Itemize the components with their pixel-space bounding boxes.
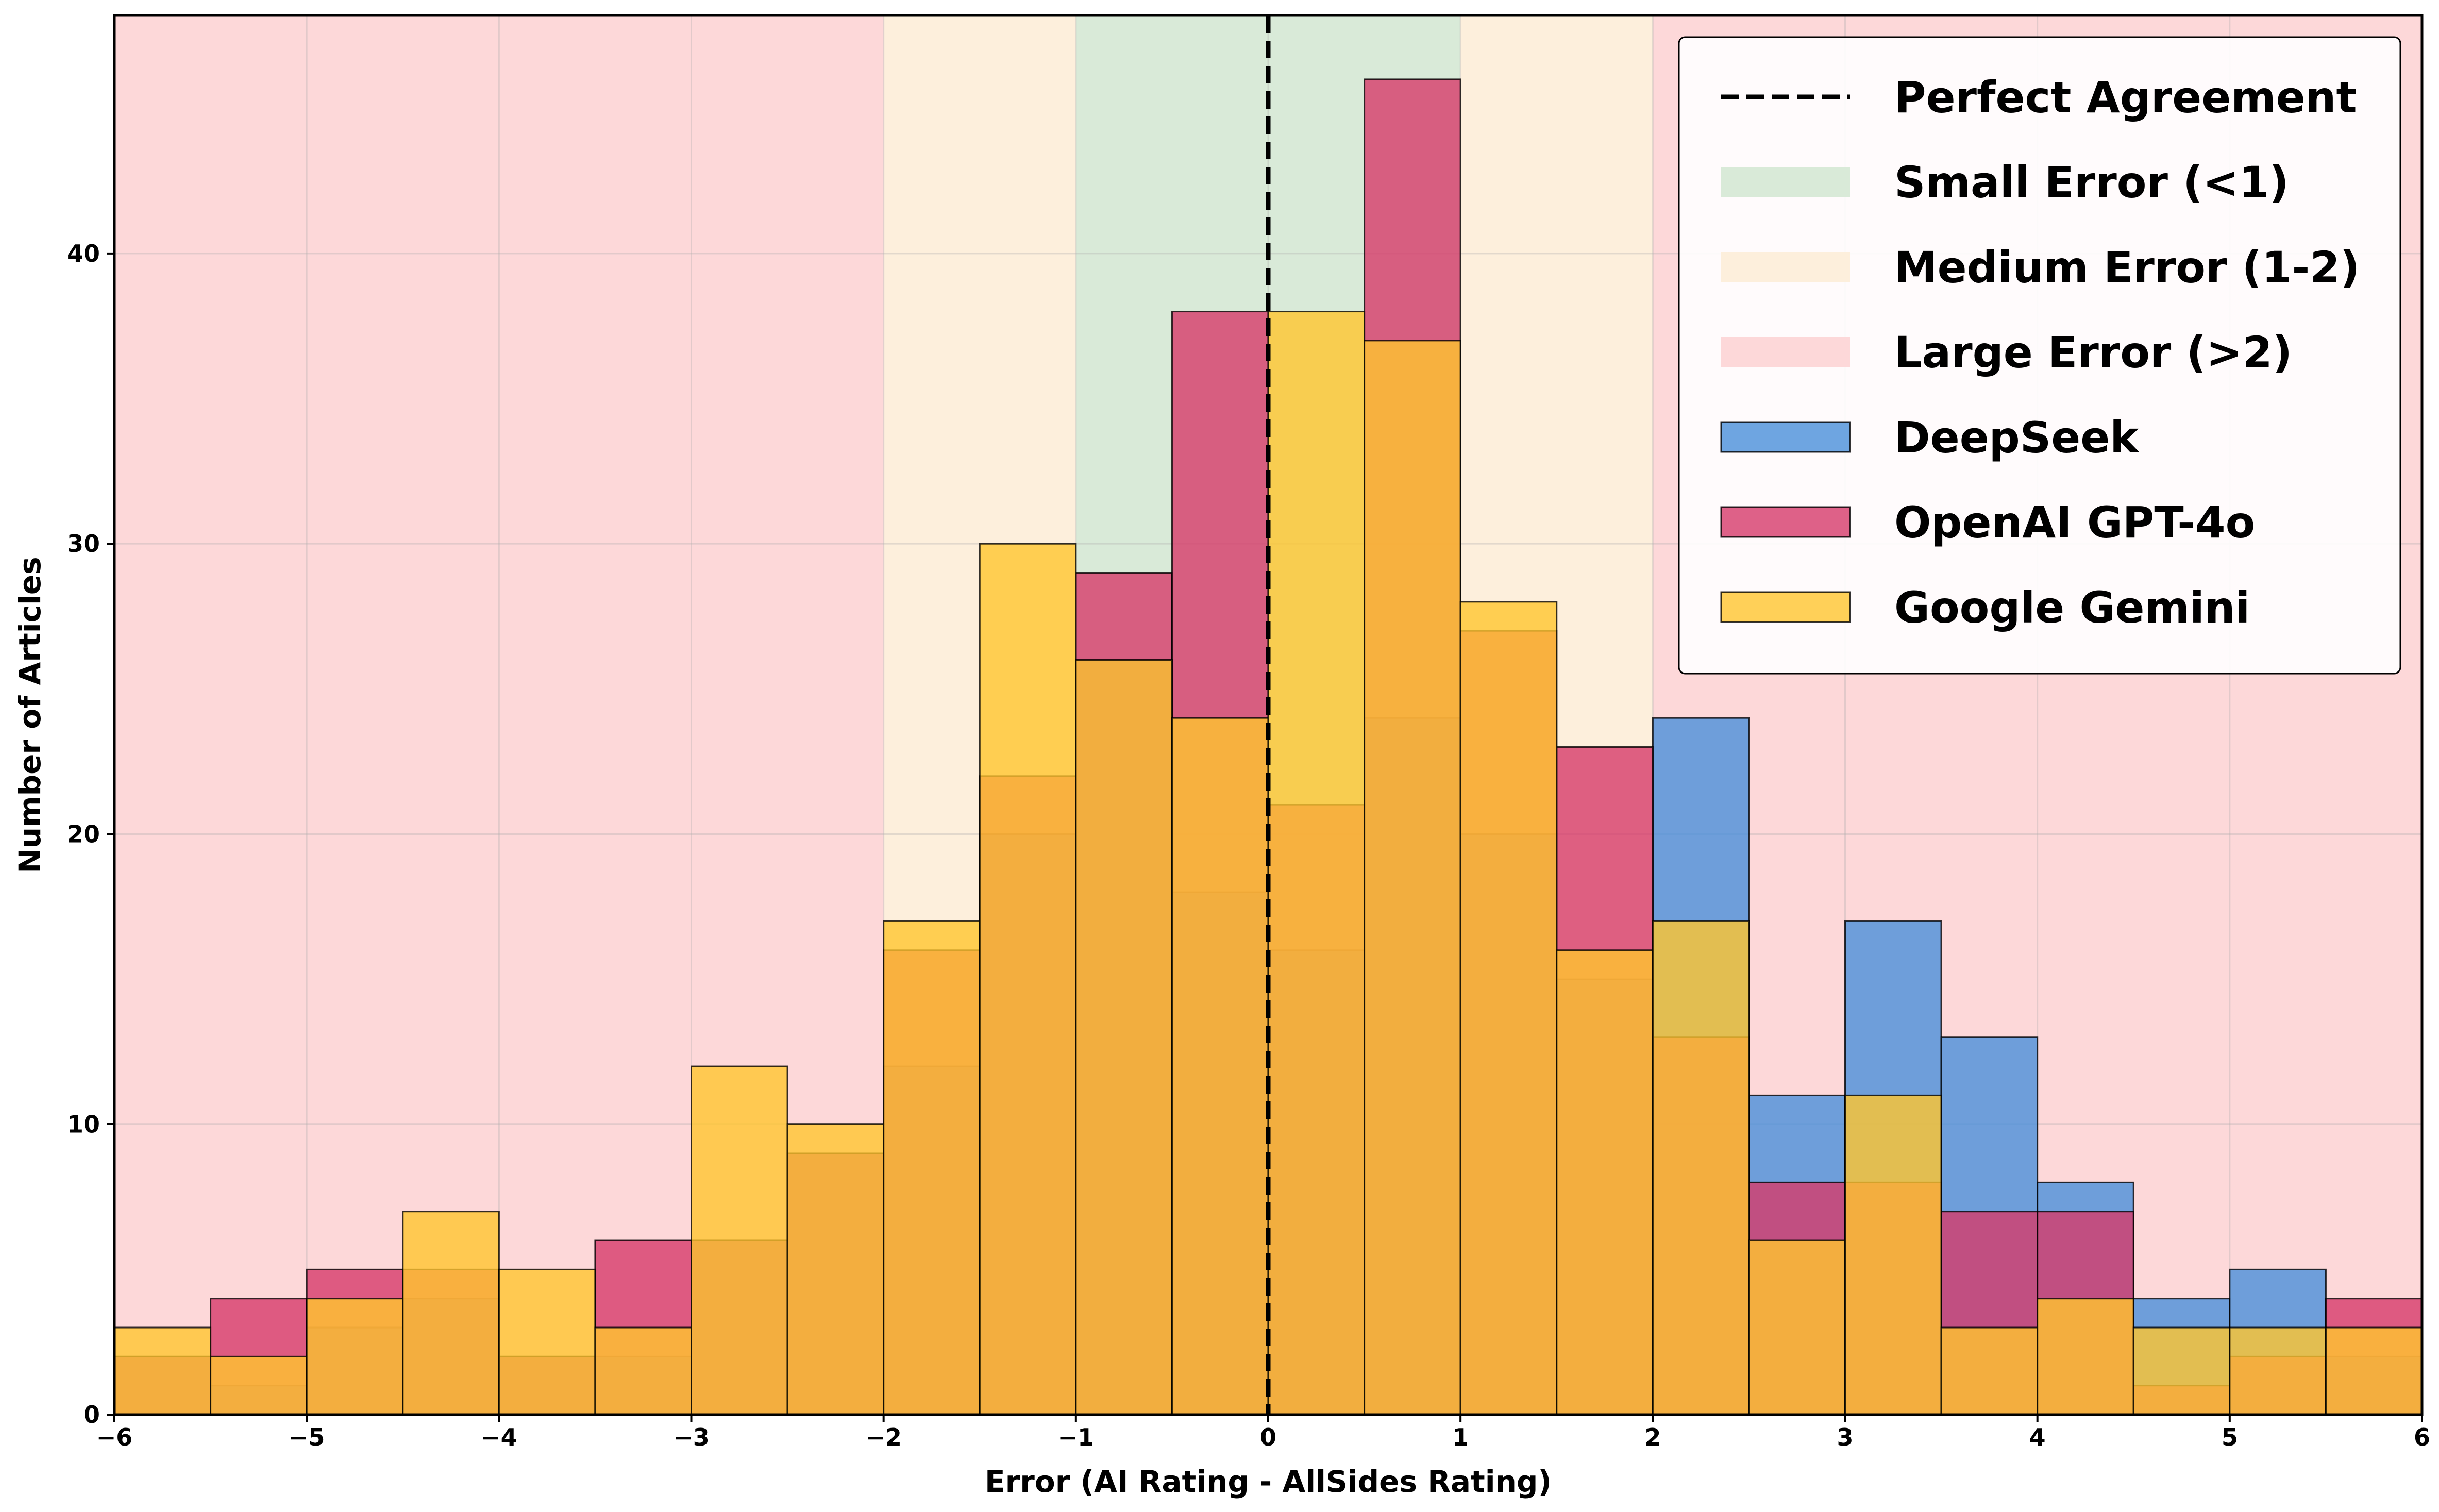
bar-2-4 xyxy=(498,1268,596,1416)
legend-handle-region-0 xyxy=(1721,167,1850,197)
legend-handle-region-1 xyxy=(1721,252,1850,282)
legend-label-series-0: DeepSeek xyxy=(1894,412,2140,463)
bar-2-3 xyxy=(402,1211,500,1416)
x-tick-label-3: −3 xyxy=(673,1423,710,1451)
bar-2-0 xyxy=(113,1326,212,1416)
x-tick-label-0: −6 xyxy=(96,1423,133,1451)
bar-2-8 xyxy=(883,920,981,1416)
x-tick-label-7: 1 xyxy=(1452,1423,1469,1451)
legend-box xyxy=(1678,36,2401,675)
bar-2-17 xyxy=(1748,1239,1846,1416)
bar-2-9 xyxy=(979,543,1077,1416)
bar-2-15 xyxy=(1556,949,1654,1416)
bar-2-11 xyxy=(1171,717,1269,1416)
legend: Perfect Agreement Small Error (<1) Medium … xyxy=(1678,36,2401,675)
legend-label-perfect-agreement: Perfect Agreement xyxy=(1894,72,2357,123)
legend-label-series-2: Google Gemini xyxy=(1894,582,2250,633)
bar-2-18 xyxy=(1844,1094,1942,1416)
x-tick-label-9: 3 xyxy=(1837,1423,1853,1451)
bar-2-20 xyxy=(2037,1298,2134,1416)
legend-handle-series-0 xyxy=(1720,421,1851,453)
y-tick-label-4: 40 xyxy=(67,240,100,267)
legend-handle-series-1 xyxy=(1720,506,1851,538)
bar-2-13 xyxy=(1364,340,1461,1416)
bar-2-23 xyxy=(2325,1326,2423,1416)
x-tick-label-4: −2 xyxy=(865,1423,902,1451)
bar-2-12 xyxy=(1267,311,1366,1416)
bar-2-6 xyxy=(691,1065,788,1416)
x-axis-label: Error (AI Rating - AllSides Rating) xyxy=(985,1464,1552,1499)
legend-label-region-0: Small Error (<1) xyxy=(1894,157,2289,208)
bar-2-10 xyxy=(1075,659,1173,1416)
x-tick-label-10: 4 xyxy=(2029,1423,2046,1451)
x-tick-label-6: 0 xyxy=(1260,1423,1276,1451)
x-tick-label-8: 2 xyxy=(1644,1423,1661,1451)
bar-2-5 xyxy=(594,1326,692,1416)
axis-ticks: −6 −5 −4 −3 −2 −1 0 1 2 3 4 5 6 0 10 20 30 40 xyxy=(67,240,2430,1451)
bar-2-22 xyxy=(2229,1326,2327,1416)
legend-label-region-2: Large Error (>2) xyxy=(1894,327,2292,378)
bar-2-2 xyxy=(306,1298,404,1416)
x-tick-label-5: −1 xyxy=(1058,1423,1095,1451)
x-tick-label-2: −4 xyxy=(481,1423,517,1451)
bar-2-7 xyxy=(786,1123,885,1416)
legend-handle-region-2 xyxy=(1721,337,1850,367)
x-tick-label-12: 6 xyxy=(2414,1423,2430,1451)
legend-handle-series-2 xyxy=(1720,591,1851,623)
bar-2-19 xyxy=(1940,1326,2039,1416)
x-tick-label-1: −5 xyxy=(289,1423,325,1451)
bar-2-21 xyxy=(2132,1326,2231,1416)
legend-label-region-1: Medium Error (1-2) xyxy=(1894,242,2360,293)
bar-2-14 xyxy=(1459,601,1558,1416)
y-tick-label-0: 0 xyxy=(83,1401,100,1429)
bar-2-16 xyxy=(1652,920,1750,1416)
x-tick-label-11: 5 xyxy=(2222,1423,2238,1451)
y-tick-label-1: 10 xyxy=(67,1111,100,1138)
bar-2-1 xyxy=(210,1355,308,1416)
y-tick-label-3: 30 xyxy=(67,530,100,558)
y-tick-label-2: 20 xyxy=(67,820,100,848)
legend-label-series-1: OpenAI GPT-4o xyxy=(1894,497,2255,548)
y-axis-label: Number of Articles xyxy=(12,557,47,873)
